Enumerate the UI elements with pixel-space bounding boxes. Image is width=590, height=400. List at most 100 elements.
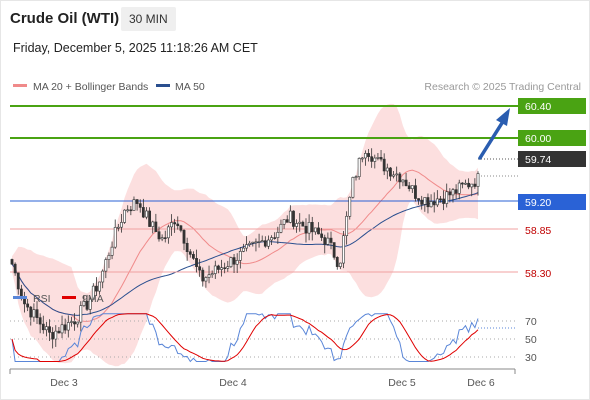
candle-body bbox=[320, 233, 324, 238]
candle-body bbox=[435, 198, 439, 206]
rsi-legend-label: RSI bbox=[33, 293, 51, 305]
candle-body bbox=[198, 266, 202, 271]
rsi-tick-70: 70 bbox=[525, 316, 537, 328]
x-tick-dec5: Dec 5 bbox=[388, 377, 416, 389]
candle-body bbox=[148, 210, 152, 227]
candlestick-series bbox=[10, 148, 480, 349]
candle-body bbox=[123, 209, 126, 223]
x-tick-dec4: Dec 4 bbox=[219, 377, 247, 389]
forecast-arrow-head bbox=[496, 108, 510, 126]
candle-body bbox=[376, 157, 380, 159]
rsi-9ma-line bbox=[11, 313, 479, 362]
candle-body bbox=[417, 198, 420, 201]
candle-body bbox=[41, 323, 45, 331]
candle-body bbox=[426, 197, 430, 208]
candle-body bbox=[423, 197, 427, 205]
candle-body bbox=[445, 191, 449, 204]
candle-body bbox=[113, 227, 117, 248]
candle-body bbox=[70, 321, 73, 323]
candle-body bbox=[267, 239, 270, 247]
candle-body bbox=[132, 199, 136, 211]
candle-body bbox=[354, 176, 358, 178]
candle-body bbox=[204, 277, 208, 282]
candle-body bbox=[179, 225, 183, 231]
candle-body bbox=[16, 272, 20, 290]
candle-body bbox=[301, 221, 305, 227]
candle-body bbox=[238, 251, 242, 261]
ma20-legend-swatch bbox=[13, 84, 27, 87]
x-tick-dec6: Dec 6 bbox=[467, 377, 495, 389]
forecast-arrow-shaft bbox=[478, 121, 504, 160]
candle-body bbox=[257, 241, 261, 243]
candle-body bbox=[307, 222, 311, 234]
candle-body bbox=[217, 265, 220, 270]
candle-body bbox=[38, 317, 42, 325]
candle-body bbox=[145, 210, 148, 218]
candle-body bbox=[26, 303, 30, 308]
candle-body bbox=[63, 324, 67, 331]
candle-body bbox=[448, 191, 452, 196]
rsi-line bbox=[11, 313, 479, 363]
interval-badge[interactable]: 30 MIN bbox=[121, 7, 176, 31]
candle-body bbox=[323, 237, 327, 245]
candle-body bbox=[242, 247, 245, 252]
ma9-legend-swatch bbox=[62, 296, 76, 299]
candle-body bbox=[173, 222, 177, 225]
candle-body bbox=[45, 326, 48, 331]
candle-body bbox=[207, 274, 211, 278]
candle-body bbox=[276, 232, 280, 238]
candle-body bbox=[129, 209, 133, 212]
candle-body bbox=[29, 306, 33, 318]
candle-body bbox=[285, 219, 289, 223]
candle-body bbox=[385, 167, 389, 172]
candle-body bbox=[213, 265, 217, 274]
candle-body bbox=[166, 226, 170, 239]
candle-body bbox=[370, 156, 374, 162]
candle-body bbox=[57, 330, 61, 334]
candle-body bbox=[79, 305, 83, 323]
candle-body bbox=[326, 237, 330, 245]
candle-body bbox=[338, 262, 342, 267]
candle-body bbox=[73, 321, 76, 325]
candle-body bbox=[379, 157, 383, 160]
candle-body bbox=[110, 246, 114, 256]
candle-body bbox=[464, 182, 467, 185]
level-58-30-label: 58.30 bbox=[525, 268, 551, 280]
candle-body bbox=[398, 173, 402, 183]
candle-body bbox=[151, 221, 155, 227]
candle-body bbox=[210, 273, 214, 276]
candle-body bbox=[263, 240, 267, 247]
candle-body bbox=[176, 223, 180, 227]
candle-body bbox=[292, 210, 295, 227]
candle-body bbox=[195, 258, 198, 267]
candle-body bbox=[48, 326, 51, 333]
candle-body bbox=[170, 222, 173, 228]
candle-body bbox=[191, 254, 195, 259]
candle-body bbox=[182, 230, 186, 244]
candle-body bbox=[32, 309, 36, 318]
candle-body bbox=[439, 198, 442, 201]
candle-body bbox=[13, 263, 17, 274]
candle-body bbox=[389, 167, 392, 177]
candle-body bbox=[160, 237, 164, 240]
candle-body bbox=[188, 251, 192, 255]
ma9-legend-label: 9MA bbox=[82, 293, 104, 305]
tag-60-40-label: 60.40 bbox=[525, 101, 551, 113]
tag-59-74 bbox=[518, 151, 586, 167]
candle-body bbox=[220, 267, 223, 270]
tag-59-20 bbox=[518, 194, 586, 210]
ma50-legend-swatch bbox=[156, 84, 170, 87]
rsi-legend-swatch bbox=[13, 296, 27, 299]
candle-body bbox=[454, 189, 458, 194]
candle-body bbox=[10, 259, 14, 265]
rsi-tick-30: 30 bbox=[525, 352, 537, 364]
candle-body bbox=[98, 281, 101, 292]
candle-body bbox=[364, 153, 367, 159]
candle-body bbox=[473, 183, 477, 187]
candle-body bbox=[367, 153, 370, 157]
candle-body bbox=[229, 257, 233, 267]
candle-body bbox=[401, 179, 405, 183]
candle-body bbox=[141, 207, 145, 218]
candle-body bbox=[248, 242, 252, 245]
